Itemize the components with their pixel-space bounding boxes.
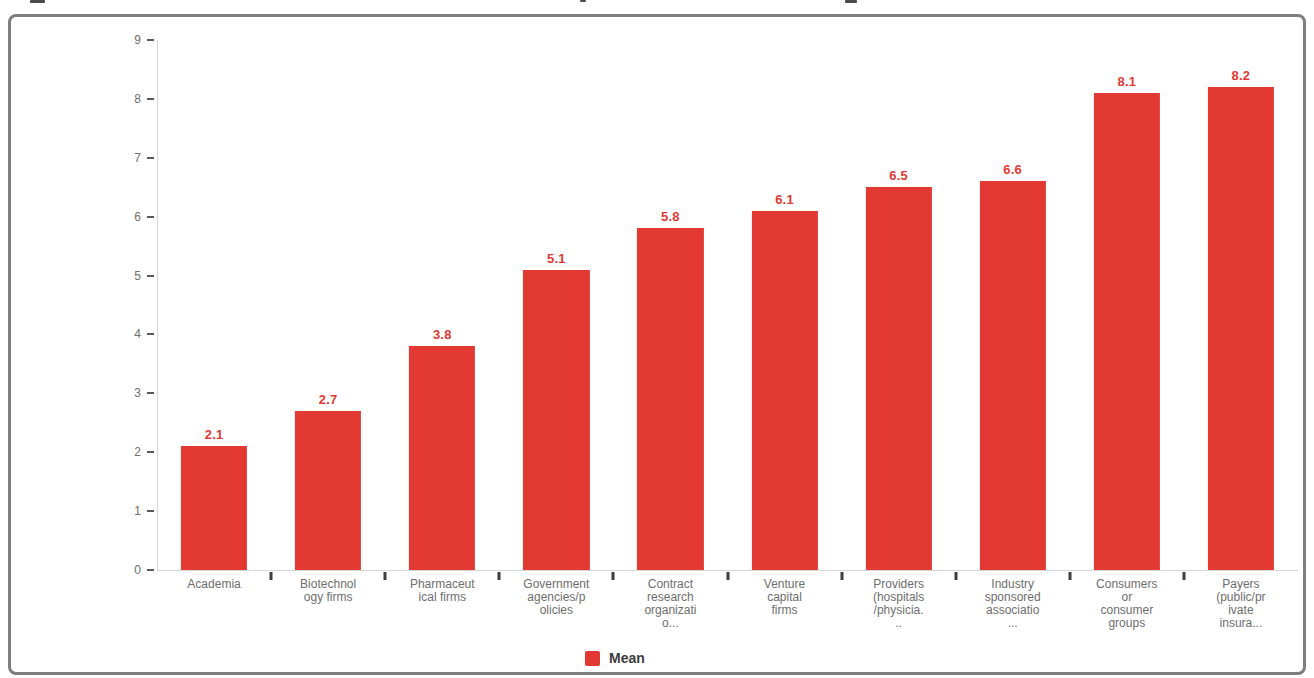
x-axis-category-label: Payers(public/privateinsura... [1184, 578, 1298, 630]
bar[interactable] [295, 411, 361, 570]
y-axis-tick [147, 510, 154, 512]
y-axis-tick [147, 216, 154, 218]
bar-value-label: 8.2 [1184, 68, 1298, 83]
y-axis-tick-label: 4 [105, 327, 141, 341]
bar-value-label: 2.7 [271, 392, 385, 407]
bar[interactable] [523, 270, 589, 570]
bar-value-label: 5.1 [499, 251, 613, 266]
bar-group[interactable]: 8.1 [1070, 40, 1184, 570]
y-axis-tick [147, 392, 154, 394]
bar-group[interactable]: 3.8 [385, 40, 499, 570]
cropped-title-remnant [30, 0, 45, 3]
x-axis-category-label: Governmentagencies/policies [499, 578, 613, 630]
bar-value-label: 5.8 [613, 209, 727, 224]
bar-group[interactable]: 5.1 [499, 40, 613, 570]
bar-value-label: 3.8 [385, 327, 499, 342]
x-axis-category-label: Consumersorconsumergroups [1070, 578, 1184, 630]
y-axis-tick [147, 39, 154, 41]
bar-group[interactable]: 6.1 [727, 40, 841, 570]
y-axis-tick-label: 8 [105, 92, 141, 106]
legend-label: Mean [609, 650, 645, 666]
y-axis-tick-label: 5 [105, 269, 141, 283]
y-axis-tick [147, 333, 154, 335]
y-axis-tick-label: 9 [105, 33, 141, 47]
bar-group[interactable]: 6.6 [956, 40, 1070, 570]
x-axis-category-label: Providers(hospitals/physicia... [842, 578, 956, 630]
bar[interactable] [1094, 93, 1160, 570]
bar-group[interactable]: 6.5 [842, 40, 956, 570]
bar-group[interactable]: 5.8 [613, 40, 727, 570]
x-axis-labels: AcademiaBiotechnology firmsPharmaceutica… [157, 578, 1298, 630]
bar-value-label: 2.1 [157, 427, 271, 442]
x-axis-category-label: Pharmaceutical firms [385, 578, 499, 630]
y-axis-tick-label: 3 [105, 386, 141, 400]
x-axis-line [157, 570, 1298, 571]
chart-canvas: 0 1 2 3 4 5 6 7 8 9 2.1 2.7 3.8 5.1 5.86.16.56.6 8.18.… [0, 0, 1314, 678]
bar[interactable] [980, 181, 1046, 570]
bar[interactable] [866, 187, 932, 570]
bars-container: 2.1 2.7 3.8 5.1 5.86.16.56.6 8.18.2 [157, 40, 1298, 570]
bar-group[interactable]: 2.1 [157, 40, 271, 570]
bar-value-label: 6.6 [956, 162, 1070, 177]
bar-group[interactable]: 8.2 [1184, 40, 1298, 570]
plot-area: 0123456789 2.12.73.85.15.86.16.56.68.18.… [157, 40, 1298, 570]
bar[interactable] [637, 228, 703, 570]
y-axis-tick [147, 451, 154, 453]
y-axis-tick [147, 157, 154, 159]
bar[interactable] [751, 211, 817, 570]
y-axis-tick-label: 6 [105, 210, 141, 224]
bar[interactable] [1208, 87, 1274, 570]
y-axis-tick-label: 7 [105, 151, 141, 165]
bar[interactable] [409, 346, 475, 570]
x-axis-category-label: Biotechnology firms [271, 578, 385, 630]
bar-value-label: 8.1 [1070, 74, 1184, 89]
bar-value-label: 6.1 [727, 192, 841, 207]
cropped-title-remnant [580, 0, 586, 2]
cropped-title-remnant [845, 0, 857, 3]
bar-group[interactable]: 2.7 [271, 40, 385, 570]
y-axis-tick-label: 0 [105, 563, 141, 577]
bar[interactable] [181, 446, 247, 570]
legend[interactable]: Mean [585, 650, 645, 666]
legend-swatch-mean-icon [585, 651, 600, 666]
x-axis-category-label: Venturecapitalfirms [727, 578, 841, 630]
x-axis-category-label: Industrysponsoredassociatio... [956, 578, 1070, 630]
y-axis-tick-label: 1 [105, 504, 141, 518]
x-axis-category-label: Academia [157, 578, 271, 630]
y-axis-tick [147, 569, 154, 571]
y-axis-tick [147, 98, 154, 100]
x-axis-category-label: Contractresearchorganizatio... [613, 578, 727, 630]
y-axis-tick [147, 275, 154, 277]
bar-value-label: 6.5 [842, 168, 956, 183]
y-axis-tick-label: 2 [105, 445, 141, 459]
